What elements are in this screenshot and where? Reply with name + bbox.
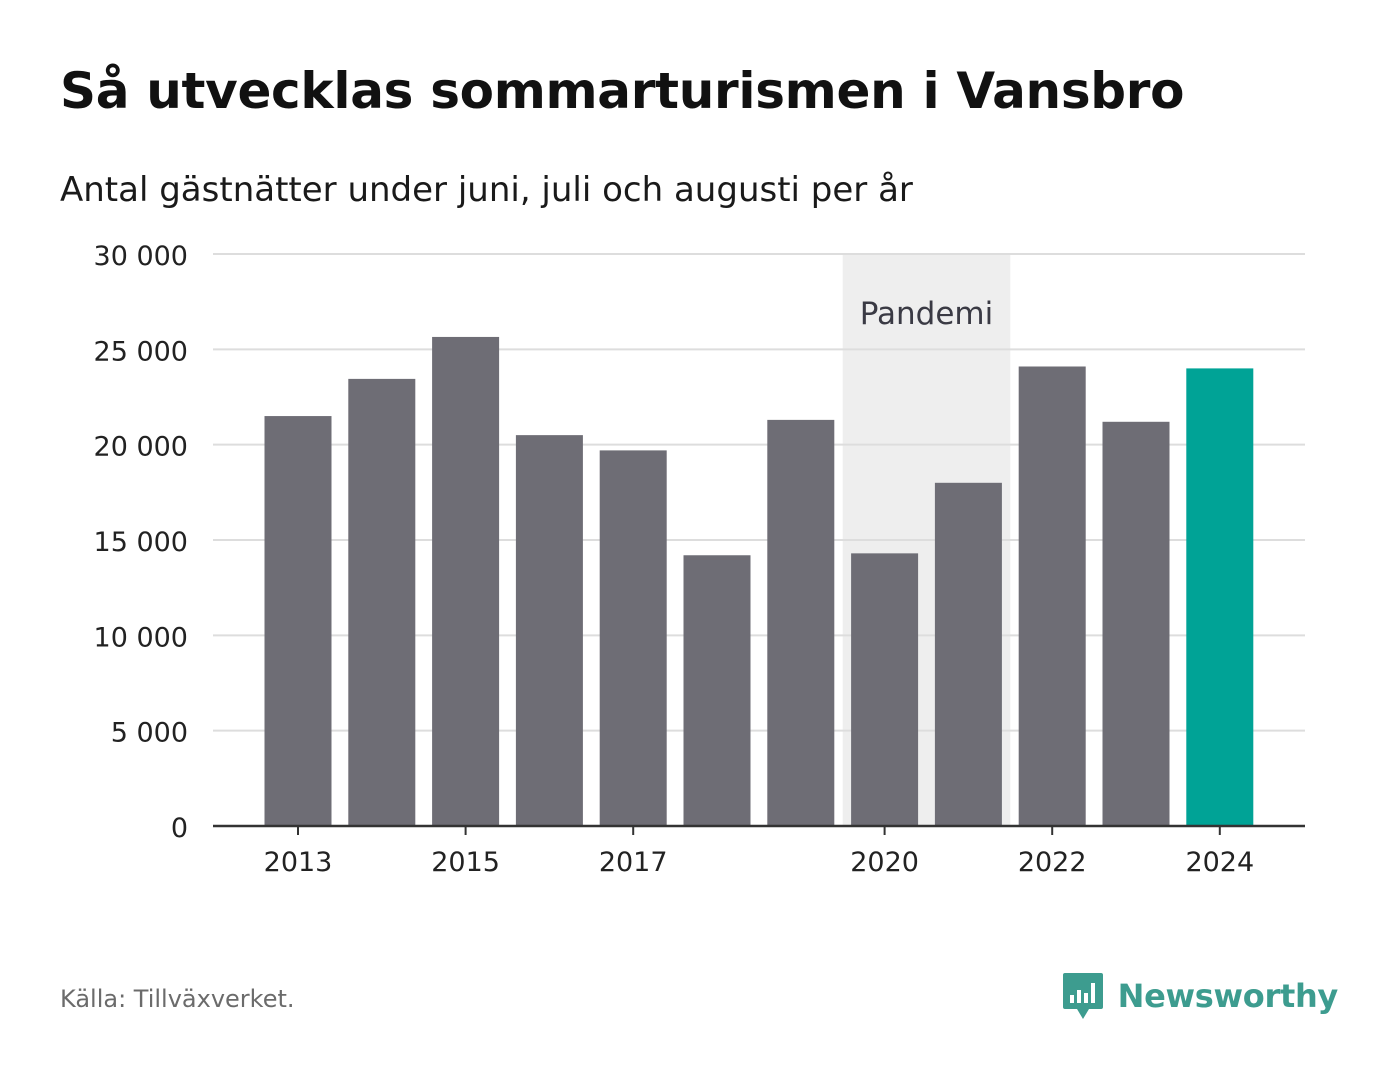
y-tick-label: 15 000	[94, 527, 188, 558]
chart-title: Så utvecklas sommarturismen i Vansbro	[60, 62, 1185, 120]
y-tick-label: 30 000	[94, 241, 188, 272]
brand-name: Newsworthy	[1117, 977, 1339, 1015]
y-tick-label: 25 000	[94, 336, 188, 367]
bar-2020	[851, 553, 919, 826]
chart-subtitle: Antal gästnätter under juni, juli och au…	[60, 170, 913, 210]
bar-2019	[767, 419, 835, 826]
x-tick-label: 2017	[599, 847, 668, 878]
bar-2022	[1018, 366, 1086, 826]
bar-2014	[348, 378, 416, 826]
source-note: Källa: Tillväxverket.	[60, 985, 295, 1013]
bar-2021	[934, 482, 1002, 826]
bar-2018	[683, 555, 751, 826]
x-tick-label: 2013	[264, 847, 333, 878]
x-tick-label: 2015	[431, 847, 500, 878]
bar-2024	[1186, 368, 1254, 826]
x-tick-label: 2024	[1185, 847, 1254, 878]
pandemic-label: Pandemi	[860, 296, 994, 332]
bar-chart-speech-bubble-icon	[1062, 973, 1103, 1019]
y-tick-label: 10 000	[94, 622, 188, 653]
x-tick-label: 2020	[850, 847, 919, 878]
brand-logo: Newsworthy	[1062, 968, 1338, 1024]
bar-2016	[515, 435, 583, 826]
bar-2015	[432, 336, 500, 826]
y-tick-label: 0	[171, 813, 188, 844]
y-tick-label: 20 000	[94, 432, 188, 463]
bar-2013	[264, 416, 332, 826]
bar-2017	[599, 450, 667, 826]
y-tick-label: 5 000	[111, 718, 188, 749]
x-tick-label: 2022	[1018, 847, 1087, 878]
bar-2023	[1102, 421, 1170, 826]
